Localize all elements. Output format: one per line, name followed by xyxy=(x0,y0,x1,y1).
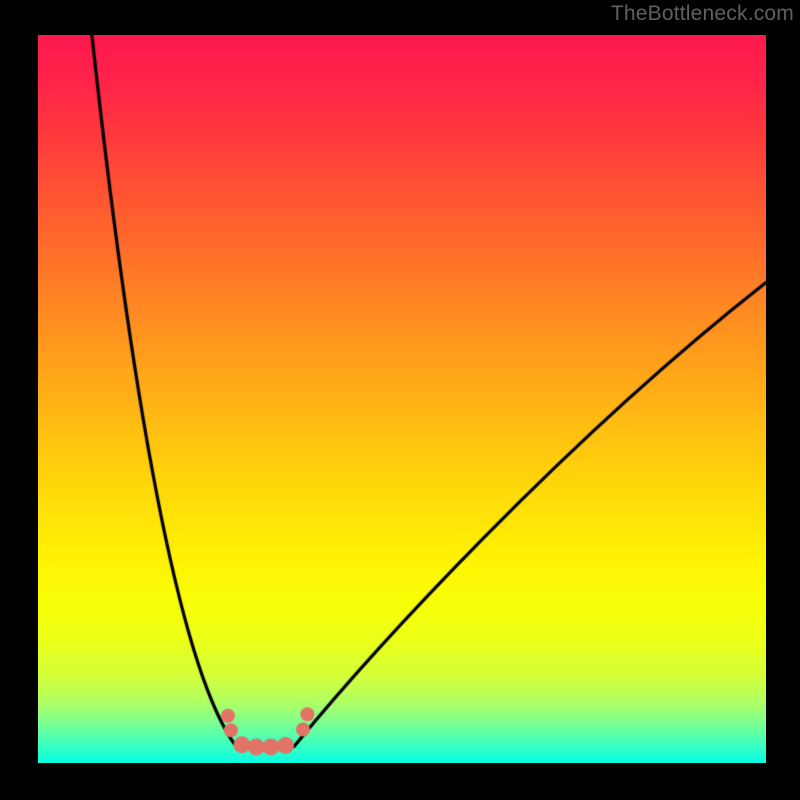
bottleneck-curve xyxy=(38,35,766,763)
chart-container: TheBottleneck.com xyxy=(0,0,800,800)
watermark-text: TheBottleneck.com xyxy=(611,2,794,26)
plot-area xyxy=(38,35,766,763)
